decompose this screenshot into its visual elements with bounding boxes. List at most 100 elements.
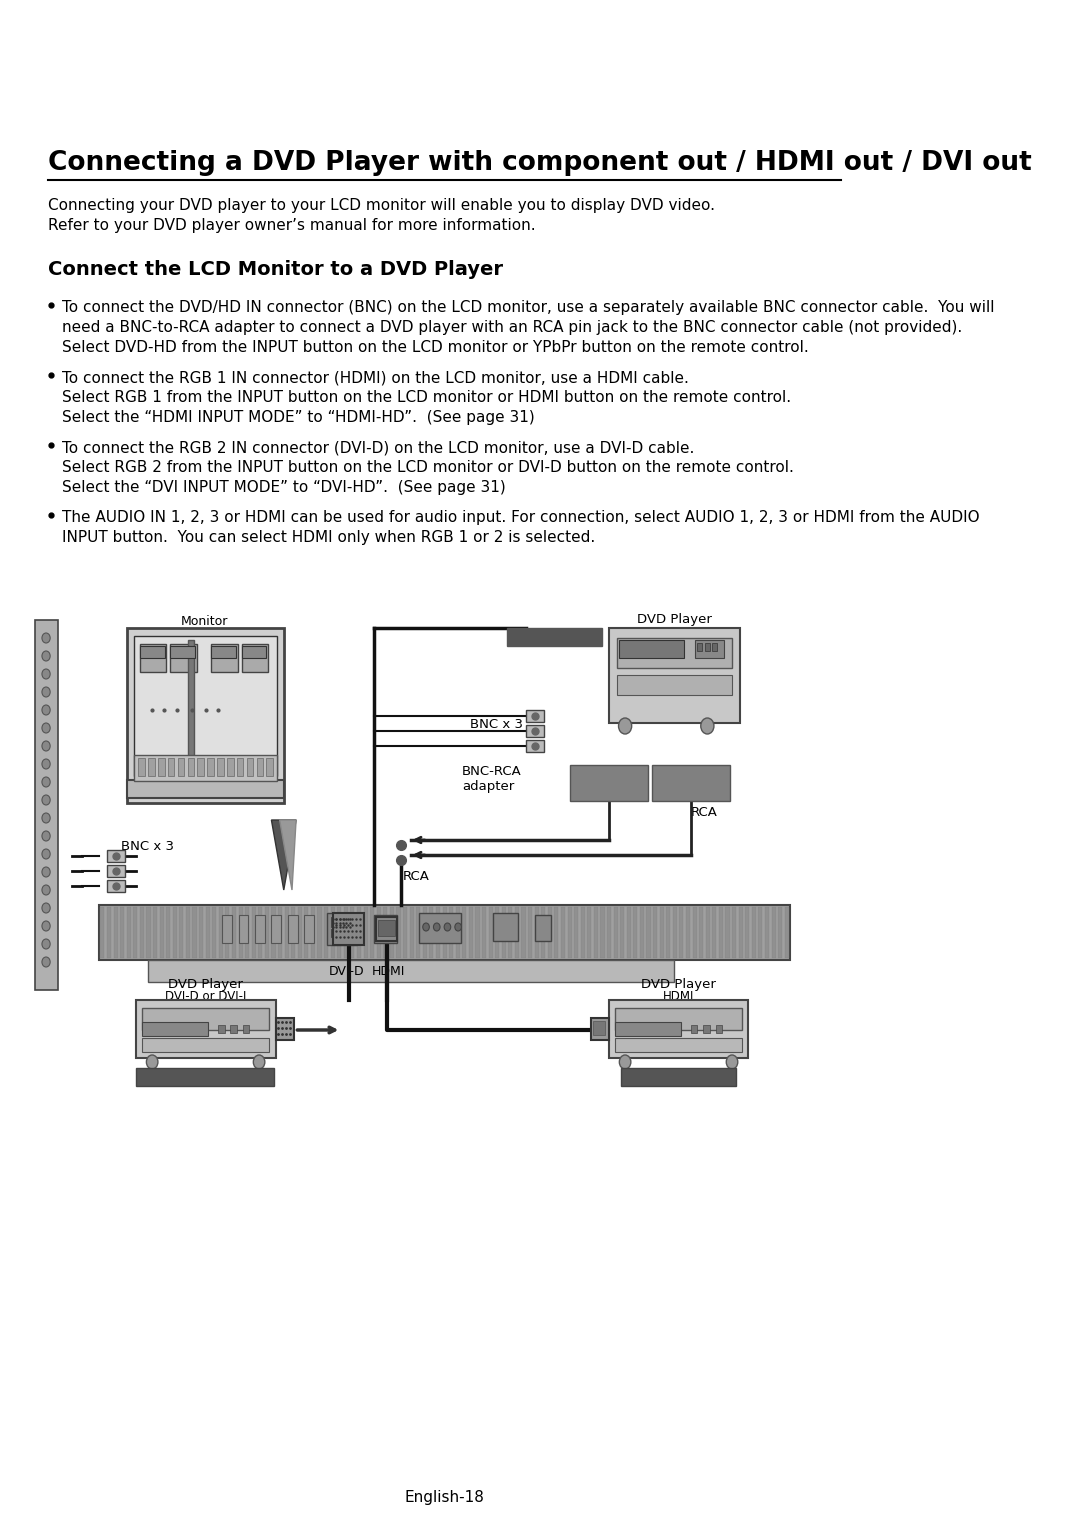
Bar <box>285 908 288 958</box>
Bar <box>703 1025 710 1033</box>
Bar <box>778 908 782 958</box>
Text: HDMI: HDMI <box>663 990 694 1002</box>
Text: Connecting a DVD Player with component out / HDMI out / DVI out: Connecting a DVD Player with component o… <box>48 150 1031 176</box>
Bar <box>561 908 565 958</box>
Bar <box>375 915 397 943</box>
Circle shape <box>254 1054 265 1070</box>
Bar <box>126 908 131 958</box>
Bar <box>278 908 282 958</box>
Bar <box>739 908 743 958</box>
Text: To connect the RGB 2 IN connector (DVI-D) on the LCD monitor, use a DVI-D cable.: To connect the RGB 2 IN connector (DVI-D… <box>62 440 694 455</box>
Bar <box>594 908 598 958</box>
Bar <box>416 908 420 958</box>
Bar <box>377 908 381 958</box>
Bar <box>199 908 203 958</box>
Bar <box>495 908 499 958</box>
Circle shape <box>42 778 50 787</box>
Bar <box>212 646 237 659</box>
Bar <box>593 1021 605 1034</box>
Bar <box>252 908 256 958</box>
Bar <box>462 908 467 958</box>
Text: The AUDIO IN 1, 2, 3 or HDMI can be used for audio input. For connection, select: The AUDIO IN 1, 2, 3 or HDMI can be used… <box>62 510 980 526</box>
Bar <box>376 917 397 941</box>
Bar <box>318 908 322 958</box>
Bar <box>726 908 730 958</box>
Bar <box>271 908 275 958</box>
Text: BNC x 3: BNC x 3 <box>471 718 524 730</box>
Bar <box>570 766 648 801</box>
Bar <box>647 908 650 958</box>
Bar <box>567 908 571 958</box>
Text: R: R <box>686 782 696 795</box>
Bar <box>575 908 578 958</box>
Text: To connect the RGB 1 IN connector (HDMI) on the LCD monitor, use a HDMI cable.: To connect the RGB 1 IN connector (HDMI)… <box>62 370 689 385</box>
Circle shape <box>42 723 50 733</box>
Bar <box>370 908 375 958</box>
Bar <box>785 908 788 958</box>
Bar <box>653 908 657 958</box>
Bar <box>716 1025 723 1033</box>
Text: DVI-D: DVI-D <box>329 966 365 978</box>
Bar <box>673 908 677 958</box>
Circle shape <box>42 704 50 715</box>
Bar <box>698 643 702 651</box>
Text: Select the “DVI INPUT MODE” to “DVI-HD”.  (See page 31): Select the “DVI INPUT MODE” to “DVI-HD”.… <box>62 480 505 495</box>
Bar <box>443 908 447 958</box>
Bar <box>173 908 177 958</box>
Polygon shape <box>271 821 296 889</box>
Text: Connecting your DVD player to your LCD monitor will enable you to display DVD vi: Connecting your DVD player to your LCD m… <box>48 199 715 212</box>
Text: Select the “HDMI INPUT MODE” to “HDMI-HD”.  (See page 31): Select the “HDMI INPUT MODE” to “HDMI-HD… <box>62 410 535 425</box>
Circle shape <box>147 1054 158 1070</box>
Bar <box>134 636 278 776</box>
Circle shape <box>42 741 50 750</box>
Text: Select RGB 2 from the INPUT button on the LCD monitor or DVI-D button on the rem: Select RGB 2 from the INPUT button on th… <box>62 460 794 475</box>
Bar <box>239 915 248 943</box>
Text: HDMI: HDMI <box>372 966 405 978</box>
Text: Monitor: Monitor <box>180 614 228 628</box>
Bar <box>482 908 486 958</box>
Text: DVD Player: DVD Player <box>168 978 243 992</box>
Text: RCA: RCA <box>691 805 718 819</box>
Bar <box>113 908 118 958</box>
Bar <box>255 915 265 943</box>
Bar <box>626 908 631 958</box>
Bar <box>620 908 624 958</box>
Bar <box>160 908 164 958</box>
Text: To audio output: To audio output <box>568 769 649 778</box>
Bar <box>98 905 789 960</box>
Bar <box>357 908 361 958</box>
Text: adapter: adapter <box>462 779 514 793</box>
Bar <box>246 758 254 776</box>
Bar <box>475 908 480 958</box>
Bar <box>227 758 233 776</box>
Bar <box>422 908 427 958</box>
Bar <box>153 908 157 958</box>
Bar <box>522 908 526 958</box>
Bar <box>613 908 618 958</box>
Bar <box>167 758 174 776</box>
Circle shape <box>455 923 461 931</box>
Bar <box>378 920 395 937</box>
Text: BNC x 3: BNC x 3 <box>121 840 174 853</box>
Bar <box>226 908 229 958</box>
Bar <box>177 758 185 776</box>
Bar <box>616 1022 681 1036</box>
Bar <box>588 908 592 958</box>
Bar <box>771 908 775 958</box>
Bar <box>219 908 222 958</box>
Bar <box>705 643 710 651</box>
Bar <box>600 908 605 958</box>
Bar <box>212 908 216 958</box>
Text: Refer to your DVD player owner’s manual for more information.: Refer to your DVD player owner’s manual … <box>48 219 536 232</box>
Bar <box>138 758 145 776</box>
Bar <box>541 908 545 958</box>
Bar <box>713 643 717 651</box>
Bar <box>198 758 204 776</box>
Bar <box>239 908 243 958</box>
Bar <box>330 917 340 927</box>
Bar <box>619 640 685 659</box>
Bar <box>621 1068 737 1086</box>
Bar <box>732 908 737 958</box>
Bar <box>526 724 544 736</box>
Bar <box>107 908 111 958</box>
